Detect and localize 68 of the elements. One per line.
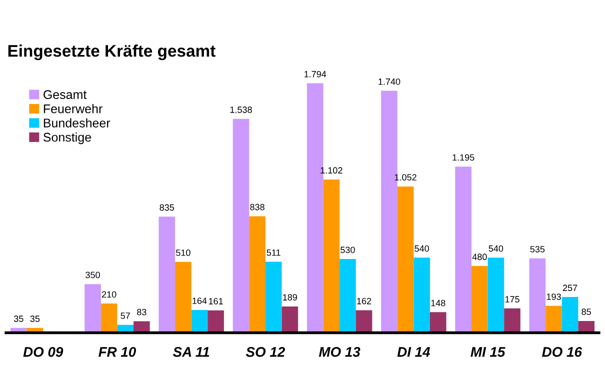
data-label: 1.052 bbox=[394, 174, 416, 181]
bar bbox=[471, 266, 488, 333]
data-label: 164 bbox=[192, 298, 207, 304]
bar bbox=[249, 216, 266, 333]
data-label: 162 bbox=[357, 298, 372, 304]
data-label: 838 bbox=[250, 204, 264, 210]
data-label: 1.102 bbox=[320, 167, 342, 174]
bar bbox=[323, 180, 340, 333]
bar bbox=[562, 297, 578, 333]
bar bbox=[529, 258, 546, 333]
bar bbox=[175, 262, 192, 333]
x-tick-label: DO 09 bbox=[23, 347, 64, 357]
bar bbox=[265, 262, 282, 333]
x-tick-label: SA 11 bbox=[172, 347, 210, 357]
data-label: 35 bbox=[30, 316, 40, 322]
legend-label: Sonstige bbox=[43, 132, 91, 144]
bar bbox=[430, 312, 446, 333]
bar bbox=[356, 310, 372, 333]
data-label: 161 bbox=[208, 298, 223, 304]
bar bbox=[340, 259, 356, 333]
bar bbox=[455, 166, 472, 333]
data-label: 193 bbox=[546, 294, 561, 300]
bar bbox=[397, 186, 414, 333]
bar bbox=[158, 216, 176, 333]
data-label: 189 bbox=[283, 294, 298, 301]
data-label: 530 bbox=[340, 246, 355, 254]
bar bbox=[414, 258, 430, 333]
data-label: 1.538 bbox=[230, 106, 252, 113]
bar bbox=[578, 320, 595, 333]
data-label: 83 bbox=[137, 308, 146, 316]
legend-label: Bundesheer bbox=[44, 118, 110, 128]
chart-title: Eingesetzte Kräfte gesamt bbox=[8, 44, 216, 60]
x-tick-label: FR 10 bbox=[98, 347, 136, 357]
data-label: 57 bbox=[120, 312, 130, 319]
bar bbox=[488, 258, 504, 333]
data-label: 835 bbox=[160, 204, 174, 211]
x-tick-label: DO 16 bbox=[542, 347, 582, 357]
data-label: 511 bbox=[266, 249, 280, 256]
x-tick-label: SO 12 bbox=[246, 347, 285, 357]
data-label: 1.794 bbox=[304, 70, 326, 78]
x-tick-label: MI 15 bbox=[470, 347, 506, 357]
data-label: 148 bbox=[431, 300, 446, 306]
bar bbox=[546, 306, 562, 333]
data-label: 210 bbox=[102, 291, 116, 298]
data-label: 535 bbox=[530, 246, 545, 252]
data-label: 1.195 bbox=[452, 154, 474, 161]
legend-label: Feuerwehr bbox=[44, 104, 102, 114]
bar bbox=[134, 321, 150, 333]
legend-label: Gesamt bbox=[44, 90, 87, 100]
data-label: 175 bbox=[505, 296, 520, 302]
bar bbox=[232, 118, 250, 333]
data-label: 480 bbox=[472, 254, 487, 260]
data-label: 1.740 bbox=[378, 78, 400, 85]
bar bbox=[282, 306, 298, 333]
data-label: 540 bbox=[414, 245, 429, 252]
bar bbox=[84, 284, 101, 333]
bar bbox=[191, 310, 208, 333]
bar bbox=[100, 304, 118, 333]
data-label: 35 bbox=[14, 316, 24, 322]
x-tick-label: MO 13 bbox=[318, 347, 360, 357]
data-label: 350 bbox=[86, 272, 100, 278]
data-label: 510 bbox=[176, 250, 190, 256]
bar bbox=[208, 310, 224, 333]
data-label: 257 bbox=[562, 284, 578, 292]
data-label: 85 bbox=[582, 308, 591, 315]
x-tick-label: DI 14 bbox=[397, 347, 430, 357]
data-label: 540 bbox=[488, 245, 504, 252]
bar bbox=[504, 308, 520, 333]
